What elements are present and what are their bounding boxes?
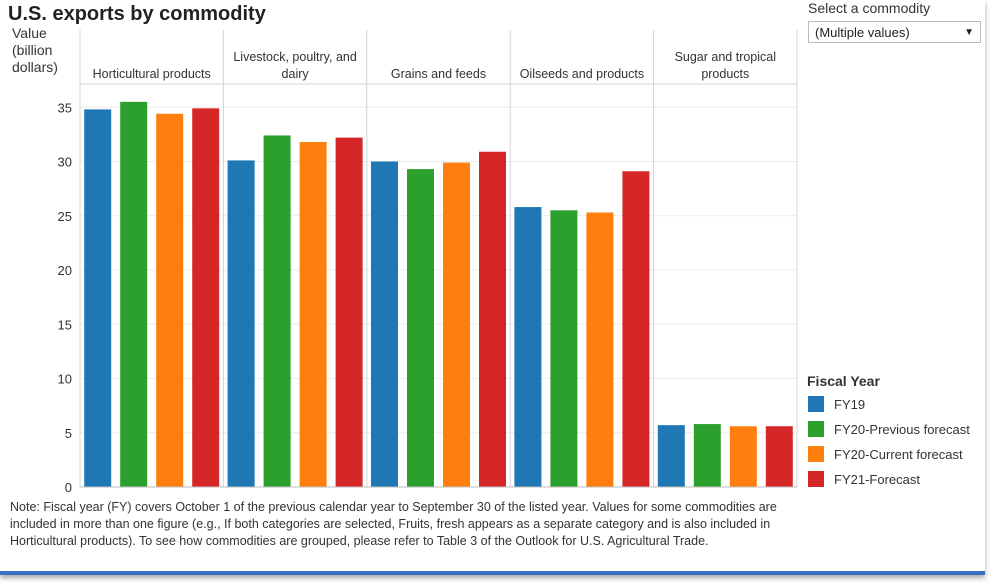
bar [479, 151, 506, 488]
footnote: Note: Fiscal year (FY) covers October 1 … [10, 500, 777, 548]
bar [622, 171, 650, 487]
legend-label: FY20-Previous forecast [834, 422, 970, 437]
legend-label: FY20-Current forecast [834, 447, 963, 462]
bar-chart: 0 5 10 15 20 25 30 35 Horticultural products Live… [58, 30, 798, 495]
bar [156, 113, 184, 487]
category-label: Livestock, poultry, and [233, 50, 356, 64]
bar [120, 101, 148, 487]
legend-swatch [808, 446, 824, 462]
filter-label: Select a commodity [808, 0, 931, 16]
legend-swatch [808, 396, 824, 412]
bar [84, 109, 112, 488]
y-axis-title: Value (billion dollars) [12, 25, 58, 76]
category-label: Horticultural products [93, 67, 211, 81]
y-axis-title-line: Value [12, 25, 47, 41]
bar [693, 424, 721, 487]
bar [765, 426, 793, 487]
commodity-select[interactable]: (Multiple values) ▼ [808, 21, 981, 43]
y-tick-label: 35 [58, 100, 72, 115]
chevron-down-icon[interactable]: ▼ [964, 27, 974, 38]
bar [729, 426, 757, 487]
bar [299, 141, 327, 487]
bar [586, 212, 614, 487]
bar [657, 425, 685, 487]
bar [514, 207, 542, 487]
category-label: Oilseeds and products [520, 67, 644, 81]
legend-label: FY21-Forecast [834, 472, 920, 487]
y-tick-label: 10 [58, 372, 72, 387]
category-label: dairy [282, 67, 310, 81]
bar [335, 137, 363, 487]
y-tick-label: 15 [58, 317, 72, 332]
commodity-select-value: (Multiple values) [815, 25, 910, 40]
chart-title: U.S. exports by commodity [8, 3, 266, 25]
y-axis-title-line: (billion [12, 42, 53, 58]
legend-swatch [808, 471, 824, 487]
y-tick-label: 5 [65, 426, 72, 441]
bar [550, 210, 578, 487]
y-tick-label: 25 [58, 209, 72, 224]
y-tick-label: 30 [58, 155, 72, 170]
bar [443, 162, 470, 487]
y-tick-label: 0 [65, 480, 72, 495]
bar [407, 169, 434, 487]
category-label: products [701, 67, 749, 81]
legend-label: FY19 [834, 397, 866, 412]
bar [371, 161, 398, 487]
bar [192, 108, 220, 488]
category-label: Sugar and tropical [675, 50, 776, 64]
category-label: Grains and feeds [391, 67, 486, 81]
bar [227, 160, 255, 488]
y-axis-title-line: dollars) [12, 59, 58, 75]
legend-title: Fiscal Year [807, 373, 880, 389]
y-tick-label: 20 [58, 263, 72, 278]
bar [263, 135, 291, 487]
legend-swatch [808, 421, 824, 437]
